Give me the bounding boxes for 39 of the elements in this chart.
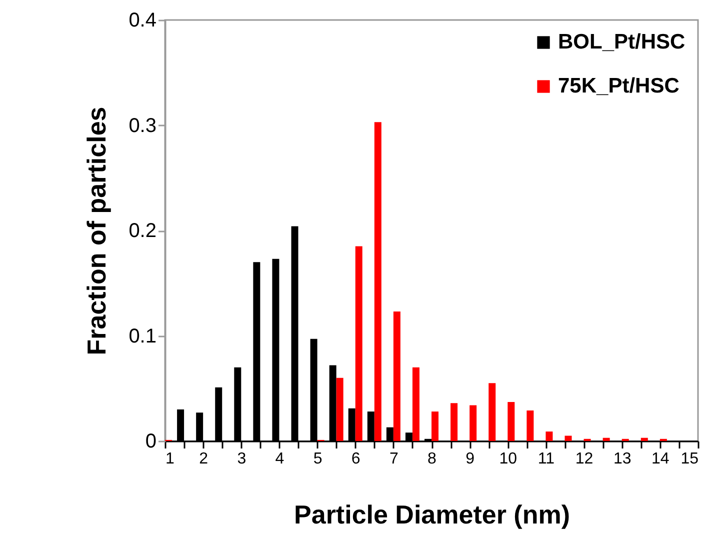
bar [355,246,362,441]
bar [393,312,400,441]
x-tick-label: 4 [275,450,284,468]
x-tick-label: 8 [428,450,437,468]
y-axis-title: Fraction of particles [82,106,112,356]
x-tick-label: 10 [499,450,518,468]
bar [546,432,553,441]
x-tick-label: 15 [680,450,699,468]
legend-label: 75K_Pt/HSC [558,74,680,98]
bar [432,412,438,441]
x-tick-label: 6 [351,450,360,468]
bar [374,122,382,441]
bar [640,438,648,441]
legend-label: BOL_Pt/HSC [558,30,686,54]
x-tick-label: 12 [575,450,594,468]
y-tick-label: 0.1 [128,325,156,348]
x-tick-label: 13 [613,450,632,468]
bar [564,436,572,441]
bar [336,378,344,441]
bar [412,367,420,441]
x-tick-label: 3 [237,450,246,468]
y-tick-label: 0.2 [128,220,156,242]
bar [508,402,515,441]
x-axis-title: Particle Diameter (nm) [294,500,570,530]
bar [450,403,458,441]
bar [470,405,477,441]
y-tick-label: 0.4 [128,10,156,32]
x-tick-label: 1 [166,450,174,468]
y-tick-label: 0 [145,430,156,452]
x-tick-label: 2 [199,450,208,468]
bar [602,438,610,441]
x-tick-label: 5 [313,450,322,468]
x-tick-label: 11 [538,450,555,468]
x-tick-label: 7 [389,450,398,468]
y-tick-label: 0.3 [128,114,156,137]
bar [488,383,496,441]
x-tick-label: 14 [652,450,670,468]
x-tick-label: 9 [466,450,475,468]
bar [526,410,534,441]
